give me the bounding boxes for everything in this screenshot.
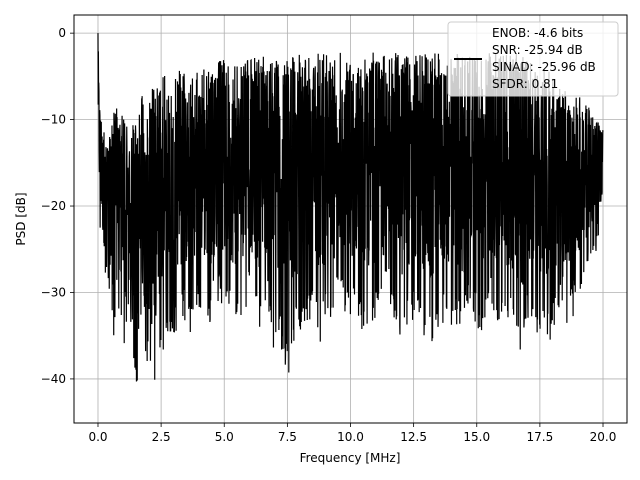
x-tick-label: 15.0	[463, 430, 490, 444]
psd-line	[97, 33, 604, 382]
x-tick-label: 20.0	[590, 430, 617, 444]
series-psd	[97, 33, 604, 382]
x-tick-label: 10.0	[337, 430, 364, 444]
y-axis-label: PSD [dB]	[14, 192, 28, 245]
legend-sinad: SINAD: -25.96 dB	[492, 60, 596, 74]
y-axis: 0 −10 −20 −30 −40	[41, 26, 74, 386]
y-tick-label: −10	[41, 113, 66, 127]
x-tick-label: 17.5	[527, 430, 554, 444]
x-tick-label: 5.0	[215, 430, 234, 444]
x-tick-label: 0.0	[88, 430, 107, 444]
legend-sfdr: SFDR: 0.81	[492, 77, 558, 91]
x-tick-label: 12.5	[400, 430, 427, 444]
legend-snr: SNR: -25.94 dB	[492, 43, 583, 57]
legend-box	[447, 21, 619, 97]
y-tick-label: −40	[41, 372, 66, 386]
x-axis: 0.0 2.5 5.0 7.5 10.0 12.5 15.0 17.5 20.0	[88, 423, 616, 444]
legend: ENOB: -4.6 bits SNR: -25.94 dB SINAD: -2…	[447, 21, 619, 97]
y-tick-label: −30	[41, 285, 66, 299]
x-axis-label: Frequency [MHz]	[300, 451, 401, 465]
x-tick-label: 7.5	[278, 430, 297, 444]
y-tick-label: −20	[41, 199, 66, 213]
legend-enob: ENOB: -4.6 bits	[492, 26, 583, 40]
y-tick-label: 0	[58, 26, 66, 40]
x-tick-label: 2.5	[152, 430, 171, 444]
